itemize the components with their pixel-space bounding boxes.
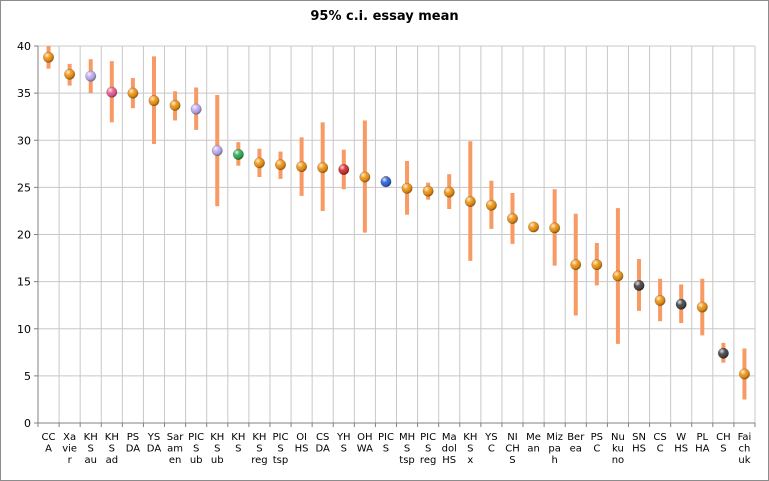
data-point (64, 68, 76, 80)
x-tick-label: CS DA (316, 432, 331, 455)
x-tick-label: PL HA (695, 432, 710, 455)
x-tick-label: YH S (336, 432, 351, 455)
x-tick-label: OH WA (357, 432, 373, 455)
x-tick-label: Miz pa h (546, 432, 563, 466)
x-tick-label: PIC S (378, 432, 394, 455)
x-tick-label: Sar am en (167, 432, 184, 466)
grid-lines (37, 45, 756, 424)
data-point (633, 279, 645, 291)
x-tick-label: SN HS (632, 432, 646, 455)
y-tick-label: 25 (17, 181, 31, 194)
x-tick-label: Fai ch uk (738, 432, 752, 466)
x-tick-label: Xa vie r (62, 432, 77, 466)
data-point (106, 86, 118, 98)
data-point (148, 95, 160, 107)
x-tick-label: CS C (653, 432, 666, 455)
data-point (612, 270, 624, 282)
data-point (275, 159, 287, 171)
data-point (549, 222, 561, 234)
data-point (380, 176, 392, 188)
data-point (169, 99, 181, 111)
data-point (654, 294, 666, 306)
y-tick-label: 15 (17, 276, 31, 289)
x-tick-label: KH S (231, 432, 245, 455)
data-point (675, 298, 687, 310)
x-tick-label: PS C (591, 432, 603, 455)
data-point (443, 186, 455, 198)
data-point (717, 347, 729, 359)
x-tick-label: Ma dol HS (442, 432, 457, 466)
x-tick-label: PS DA (126, 432, 141, 455)
data-point (127, 87, 139, 99)
x-tick-label: Me an (526, 432, 541, 455)
y-tick-labels: 0 5 10 15 20 25 30 35 40 (17, 40, 31, 430)
data-point (359, 171, 371, 183)
data-points (43, 51, 750, 380)
data-point (485, 199, 497, 211)
data-point (317, 162, 329, 174)
y-tick-label: 40 (17, 40, 31, 53)
data-point (464, 196, 476, 208)
data-point (211, 145, 223, 157)
axes (34, 45, 756, 427)
x-tick-label: W HS (674, 432, 688, 455)
data-point (43, 51, 55, 63)
x-tick-label: OI HS (295, 432, 309, 455)
data-point (190, 103, 202, 115)
data-point (338, 163, 350, 175)
data-point (85, 70, 97, 82)
data-point (232, 148, 244, 160)
data-point (591, 259, 603, 271)
y-tick-label: 10 (17, 323, 31, 336)
y-tick-label: 35 (17, 87, 31, 100)
data-point (738, 368, 750, 380)
data-point (296, 161, 308, 173)
data-point (422, 185, 434, 197)
data-point (401, 182, 413, 194)
chart-title: 95% c.i. essay mean (310, 9, 459, 24)
data-point (506, 212, 518, 224)
y-tick-label: 0 (24, 417, 31, 430)
data-point (570, 259, 582, 271)
y-tick-label: 30 (17, 134, 31, 147)
x-tick-label: CH S (716, 432, 731, 455)
x-tick-label: CC A (42, 432, 56, 455)
x-tick-label: Nu ku no (611, 432, 625, 466)
data-point (253, 157, 265, 169)
data-point (528, 221, 540, 233)
x-tick-label: YS DA (147, 432, 162, 455)
y-tick-label: 5 (24, 370, 31, 383)
x-tick-label: YS C (484, 432, 497, 455)
y-tick-label: 20 (17, 229, 31, 242)
data-point (696, 301, 708, 313)
x-tick-label: Ber ea (567, 432, 585, 455)
x-tick-label: NI CH S (505, 432, 520, 466)
